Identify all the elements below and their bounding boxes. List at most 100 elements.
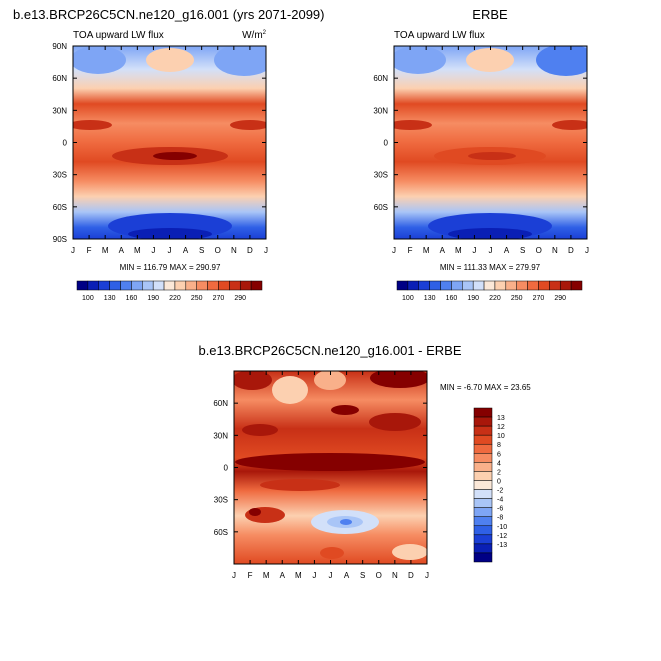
colorbar-label: 160: [446, 295, 458, 302]
p1-x-tick-label: A: [119, 246, 125, 255]
colorbar-swatch: [185, 280, 197, 291]
p1-x-tick-label: J: [168, 246, 172, 255]
p2-x-tick-label: F: [408, 246, 413, 255]
p3-x-tick-label: D: [408, 571, 414, 580]
panel1-contour-field: [73, 46, 266, 239]
colorbar-swatch: [239, 280, 252, 291]
diff-colorbar-swatch: [473, 407, 493, 418]
p1-y-tick-label: 60N: [52, 74, 67, 83]
p2-y-tick-label: 60S: [374, 203, 388, 212]
panel1-min-max: MIN = 116.79 MAX = 290.97: [120, 263, 221, 272]
p1-x-tick-label: J: [264, 246, 268, 255]
diff-colorbar-swatch: [473, 525, 493, 536]
diff-colorbar-label: 8: [497, 442, 501, 449]
colorbar-swatch: [538, 280, 550, 291]
model-flux-panel: b.e13.BRCP26C5CN.ne120_g16.001 (yrs 2071…: [13, 7, 324, 272]
p2-x-tick-label: M: [423, 246, 430, 255]
colorbar-swatch: [472, 280, 485, 291]
colorbar-label: 220: [489, 295, 501, 302]
panel2-min-max: MIN = 111.33 MAX = 279.97: [440, 263, 541, 272]
p2-x-tick-label: J: [585, 246, 589, 255]
difference-colorbar: 13 12 10 8 6 4 2 0 -2 -4 -6 -8 -10 -12 -13: [473, 407, 507, 563]
panel3-title: b.e13.BRCP26C5CN.ne120_g16.001 - ERBE: [198, 343, 461, 358]
diff-colorbar-label: 13: [497, 415, 505, 422]
p2-x-tick-label: A: [440, 246, 446, 255]
p3-x-tick-label: O: [376, 571, 382, 580]
panel1-units-exp: 2: [263, 30, 267, 36]
colorbar-label: 270: [213, 295, 225, 302]
colorbar-swatch: [174, 280, 187, 291]
p2-x-tick-label: J: [392, 246, 396, 255]
diff-colorbar-label: 10: [497, 433, 505, 440]
diff-colorbar-swatch: [473, 552, 493, 563]
colorbar-swatch: [152, 280, 165, 291]
colorbar-swatch: [396, 280, 409, 291]
p2-x-tick-label: M: [455, 246, 462, 255]
p3-x-tick-label: J: [232, 571, 236, 580]
panel1-title: b.e13.BRCP26C5CN.ne120_g16.001 (yrs 2071…: [13, 7, 324, 22]
diff-colorbar-label: 2: [497, 469, 501, 476]
colorbar-label: 100: [402, 295, 414, 302]
colorbar-swatch: [120, 280, 132, 291]
colorbar-swatch: [218, 280, 230, 291]
colorbar-swatch: [549, 280, 561, 291]
colorbar-swatch: [559, 280, 572, 291]
colorbar-swatch: [76, 280, 89, 291]
p1-y-tick-label: 30S: [53, 171, 67, 180]
p1-x-tick-label: J: [71, 246, 75, 255]
p2-x-tick-label: J: [489, 246, 493, 255]
panel2-y-axis: 60N 30N 0 30S 60S: [373, 74, 587, 212]
colorbar-swatch: [142, 280, 154, 291]
panel3-min-max: MIN = -6.70 MAX = 23.65: [440, 383, 531, 392]
p3-x-tick-label: A: [280, 571, 286, 580]
colorbar-swatch: [494, 280, 507, 291]
diff-colorbar-swatch: [473, 462, 493, 472]
p3-x-tick-label: A: [344, 571, 350, 580]
diff-colorbar-swatch: [473, 489, 493, 499]
p3-y-tick-label: 60S: [214, 528, 228, 537]
diff-colorbar-swatch: [473, 434, 493, 445]
diff-colorbar-label: 6: [497, 451, 501, 458]
colorbar-swatch: [229, 280, 241, 291]
p3-x-tick-label: N: [392, 571, 398, 580]
panel1-colorbar: 100 130 160 190 220 250 270 290: [76, 280, 263, 302]
p2-y-tick-label: 60N: [373, 74, 388, 83]
diff-colorbar-label: 4: [497, 460, 501, 467]
p1-x-tick-label: N: [231, 246, 237, 255]
panel2-contour-field: [394, 46, 587, 239]
diff-colorbar-swatch: [473, 543, 493, 554]
colorbar-label: 290: [554, 295, 566, 302]
diff-colorbar-swatch: [473, 471, 493, 481]
panel2-variable-label: TOA upward LW flux: [394, 30, 485, 41]
erbe-flux-panel: ERBE TOA upward LW flux 60N 30N 0 30S 60S J F…: [373, 7, 589, 272]
panel1-variable-label: TOA upward LW flux: [73, 30, 164, 41]
p2-x-tick-label: J: [472, 246, 476, 255]
colorbar-swatch: [98, 280, 110, 291]
p3-y-tick-label: 0: [224, 464, 229, 473]
colorbar-label: 190: [467, 295, 479, 302]
p1-x-tick-label: D: [247, 246, 253, 255]
colorbar-label: 250: [191, 295, 203, 302]
colorbar-swatch: [462, 280, 474, 291]
diff-colorbar-swatch: [473, 453, 493, 463]
colorbar-swatch: [87, 280, 100, 291]
diff-colorbar-label: -8: [497, 515, 503, 522]
colorbar-swatch: [451, 280, 463, 291]
p1-x-tick-label: O: [215, 246, 221, 255]
diff-colorbar-label: 0: [497, 478, 501, 485]
p3-y-tick-label: 30S: [214, 496, 228, 505]
p1-y-tick-label: 90S: [53, 235, 67, 244]
diff-colorbar-swatch: [473, 425, 493, 436]
diff-colorbar-swatch: [473, 534, 493, 545]
p1-y-tick-label: 60S: [53, 203, 67, 212]
colorbar-swatch: [196, 280, 208, 291]
p1-y-tick-label: 90N: [52, 42, 67, 51]
colorbar-swatch: [440, 280, 452, 291]
p2-x-tick-label: O: [536, 246, 542, 255]
colorbar-swatch: [250, 280, 263, 291]
diff-colorbar-label: -10: [497, 524, 507, 531]
